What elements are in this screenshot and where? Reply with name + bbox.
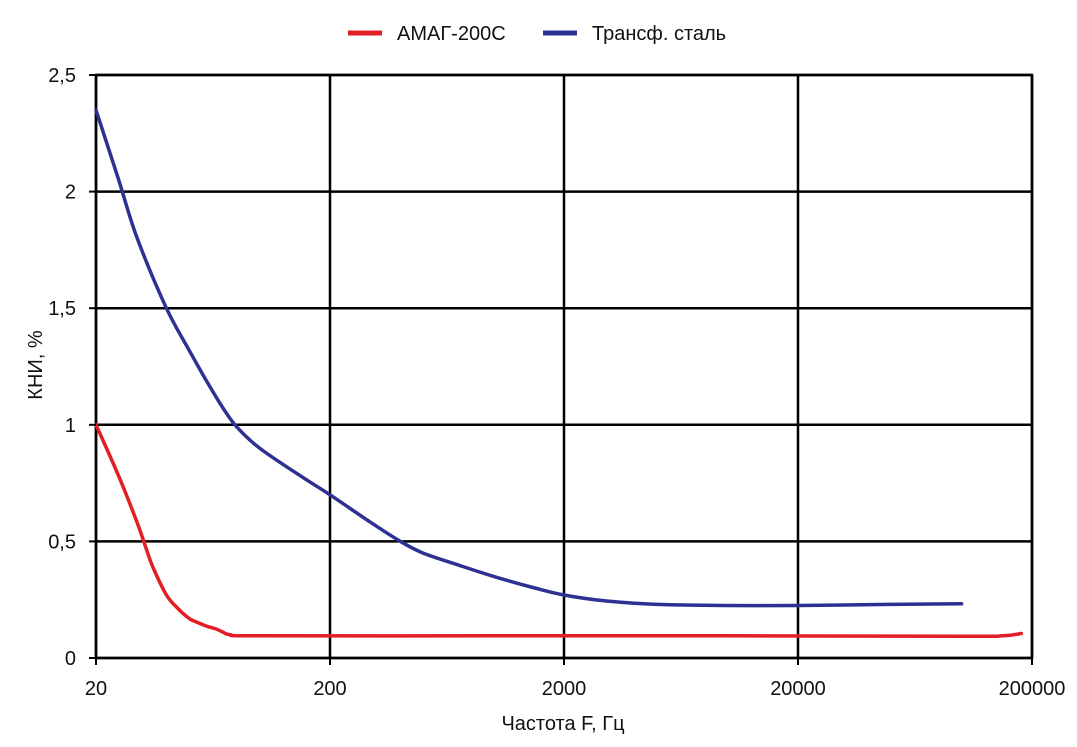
series-line-2 [94, 108, 964, 608]
y-tick-label: 1,5 [48, 298, 76, 320]
series-lines [94, 108, 1024, 639]
legend-label-2: Трансф. сталь [592, 23, 726, 45]
y-tick-label: 0,5 [48, 531, 76, 553]
x-tick-label: 20 [85, 678, 107, 700]
grid-lines [94, 73, 1034, 660]
x-axis-ticks: 20 200 2000 20000 200000 [85, 658, 1066, 700]
x-tick-label: 2000 [542, 678, 587, 700]
x-tick-label: 20000 [770, 678, 826, 700]
x-tick-label: 200 [313, 678, 346, 700]
legend: АМАГ-200С Трансф. сталь [348, 23, 726, 45]
series-line-1 [94, 423, 1024, 639]
legend-label-1: АМАГ-200С [397, 23, 506, 45]
y-axis-label: КНИ, % [25, 330, 47, 400]
y-tick-label: 0 [65, 648, 76, 670]
x-tick-label: 200000 [999, 678, 1066, 700]
x-axis-label: Частота F, Гц [501, 713, 624, 735]
y-axis-ticks: 0 0,5 1 1,5 2 2,5 [48, 65, 96, 670]
y-tick-label: 1 [65, 415, 76, 437]
y-tick-label: 2 [65, 182, 76, 204]
y-tick-label: 2,5 [48, 65, 76, 87]
